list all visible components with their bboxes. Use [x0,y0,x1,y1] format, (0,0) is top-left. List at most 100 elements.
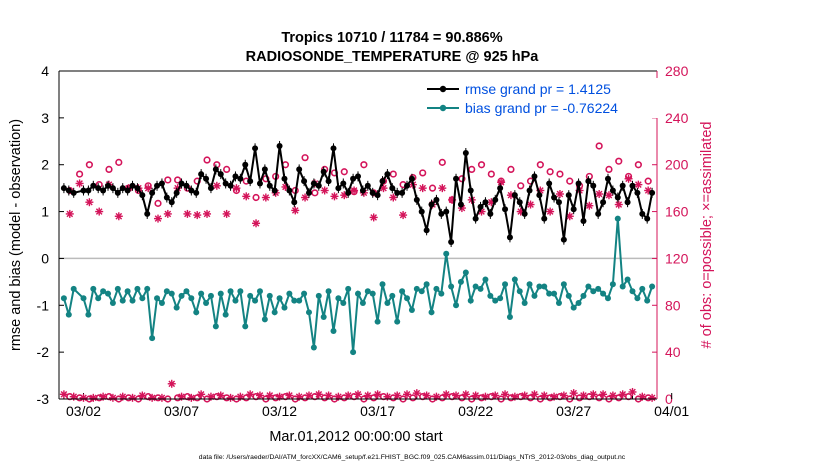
bias-point [80,295,87,302]
bias-point [227,288,234,295]
obs-assimilated-point [167,379,176,388]
obs-possible-point [487,170,495,178]
bias-point [256,288,263,295]
obs-assimilated-point [193,211,202,220]
bias-point [526,281,533,288]
rmse-point [585,178,592,185]
obs-assimilated-point [461,390,470,399]
y2-tick-label: 280 [665,63,689,79]
obs-possible-point [154,199,162,207]
legend: rmse grand pr = 1.4125 bias grand pr = -… [418,78,661,118]
rmse-point [340,180,347,187]
obs-assimilated-point [399,211,408,220]
rmse-point [95,185,102,192]
obs-assimilated-point [354,390,362,399]
bias-point [114,285,121,292]
rmse-point [384,171,391,178]
y-tick-label: 3 [41,110,49,126]
bias-point [350,349,357,356]
obs-assimilated-point [163,209,172,218]
rmse-point [261,166,268,173]
obs-possible-point [438,394,446,402]
bias-point [590,288,597,295]
obs-assimilated-point [242,192,251,201]
rmse-point [154,182,161,189]
y-axis-label: rmse and bias (model - observation) [8,119,24,351]
obs-possible-point [389,170,397,178]
obs-assimilated-point [222,209,231,218]
bias-point [310,344,317,351]
obs-assimilated-point [95,207,104,216]
bias-point [178,292,185,299]
rmse-point [408,175,415,182]
obs-assimilated-point [393,391,402,400]
obs-assimilated-point [389,193,398,202]
obs-possible-point [595,142,603,150]
obs-possible-point [428,184,437,192]
bias-point [340,299,347,306]
rmse-point [256,180,263,187]
bias-point [394,318,401,325]
obs-possible-point [75,170,84,178]
x-tick-label: 03/22 [458,403,493,419]
bias-point [462,269,469,276]
obs-assimilated-point [634,180,643,189]
rmse-point [114,189,121,196]
bias-point [261,316,268,323]
obs-assimilated-point [608,391,617,400]
obs-assimilated-point [89,393,98,402]
rmse-point [379,178,386,185]
rmse-point [203,175,210,182]
rmse-point [462,150,469,156]
bias-point [305,309,312,316]
bias-point [477,285,484,292]
bias-point [379,281,386,288]
rmse-point [619,182,626,189]
obs-possible-point [605,165,613,173]
rmse-point [301,178,308,185]
bias-point [413,285,420,292]
y2-tick-label: 0 [665,391,673,407]
rmse-point [438,210,445,217]
rmse-point [207,185,214,192]
bias-point [271,309,278,316]
rmse-point [575,180,582,187]
obs-assimilated-point [569,389,578,398]
rmse-point [227,182,234,189]
rmse-point [60,185,67,192]
bias-point [404,295,411,302]
rmse-point [418,208,425,215]
bias-point [472,283,479,290]
obs-assimilated-point [363,391,372,400]
bias-point [281,304,288,311]
rmse-point [80,187,87,194]
bias-point [467,297,474,304]
bias-point [428,309,435,316]
obs-possible-point [634,161,642,169]
obs-assimilated-point [555,190,564,198]
obs-possible-point [517,182,525,190]
rmse-point [369,189,376,196]
bias-point [506,314,513,320]
obs-possible-point [164,176,172,184]
obs-assimilated-point [520,391,529,400]
rmse-point [526,187,533,194]
obs-possible-point [566,177,574,185]
rmse-point [443,208,450,215]
bias-point [266,292,273,299]
obs-possible-point [644,177,652,185]
obs-assimilated-point [85,198,94,207]
x-axis-label: Mar.01,2012 00:00:00 start [269,429,442,445]
obs-assimilated-point [154,214,163,223]
footnote: data file: /Users/raeder/DAI/ATM_forcXX/… [199,454,626,461]
bias-point [90,285,97,292]
obs-assimilated-point [79,393,88,402]
obs-assimilated-point [246,390,255,399]
bias-point [408,306,415,313]
y2-axis-label: # of obs: o=possible; ×=assimilated [699,122,715,349]
rmse-point [330,145,337,152]
rmse-point [276,142,283,149]
rmse-point [580,217,587,224]
rmse-point [551,194,558,201]
rmse-point [482,199,489,206]
